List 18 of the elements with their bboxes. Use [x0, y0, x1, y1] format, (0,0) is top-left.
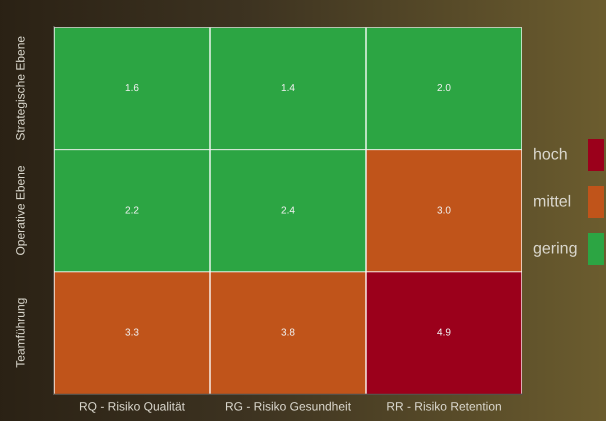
y-tick-label: Teamführung — [13, 298, 28, 368]
x-tick-label: RR - Risiko Retention — [386, 399, 502, 414]
data-label: 2.4 — [281, 205, 296, 216]
data-label: 1.6 — [125, 83, 140, 94]
data-label: 3.0 — [437, 205, 452, 216]
y-tick-label: Operative Ebene — [13, 165, 28, 256]
annotation: hoch — [533, 146, 568, 164]
x-tick-label: RQ - Risiko Qualität — [78, 399, 186, 414]
data-label: 2.0 — [437, 83, 452, 94]
annotation: mittel — [533, 193, 572, 210]
x-tick-label: RG - Risiko Gesundheit — [224, 399, 352, 414]
annotation: gering — [533, 240, 578, 258]
data-label: 4.9 — [437, 327, 452, 338]
data-label: 3.3 — [125, 327, 140, 338]
data-label: 2.2 — [125, 205, 140, 216]
data-label: 3.8 — [281, 327, 296, 338]
y-tick-label: Strategische Ebene — [13, 36, 28, 141]
data-label: 1.4 — [281, 83, 296, 94]
